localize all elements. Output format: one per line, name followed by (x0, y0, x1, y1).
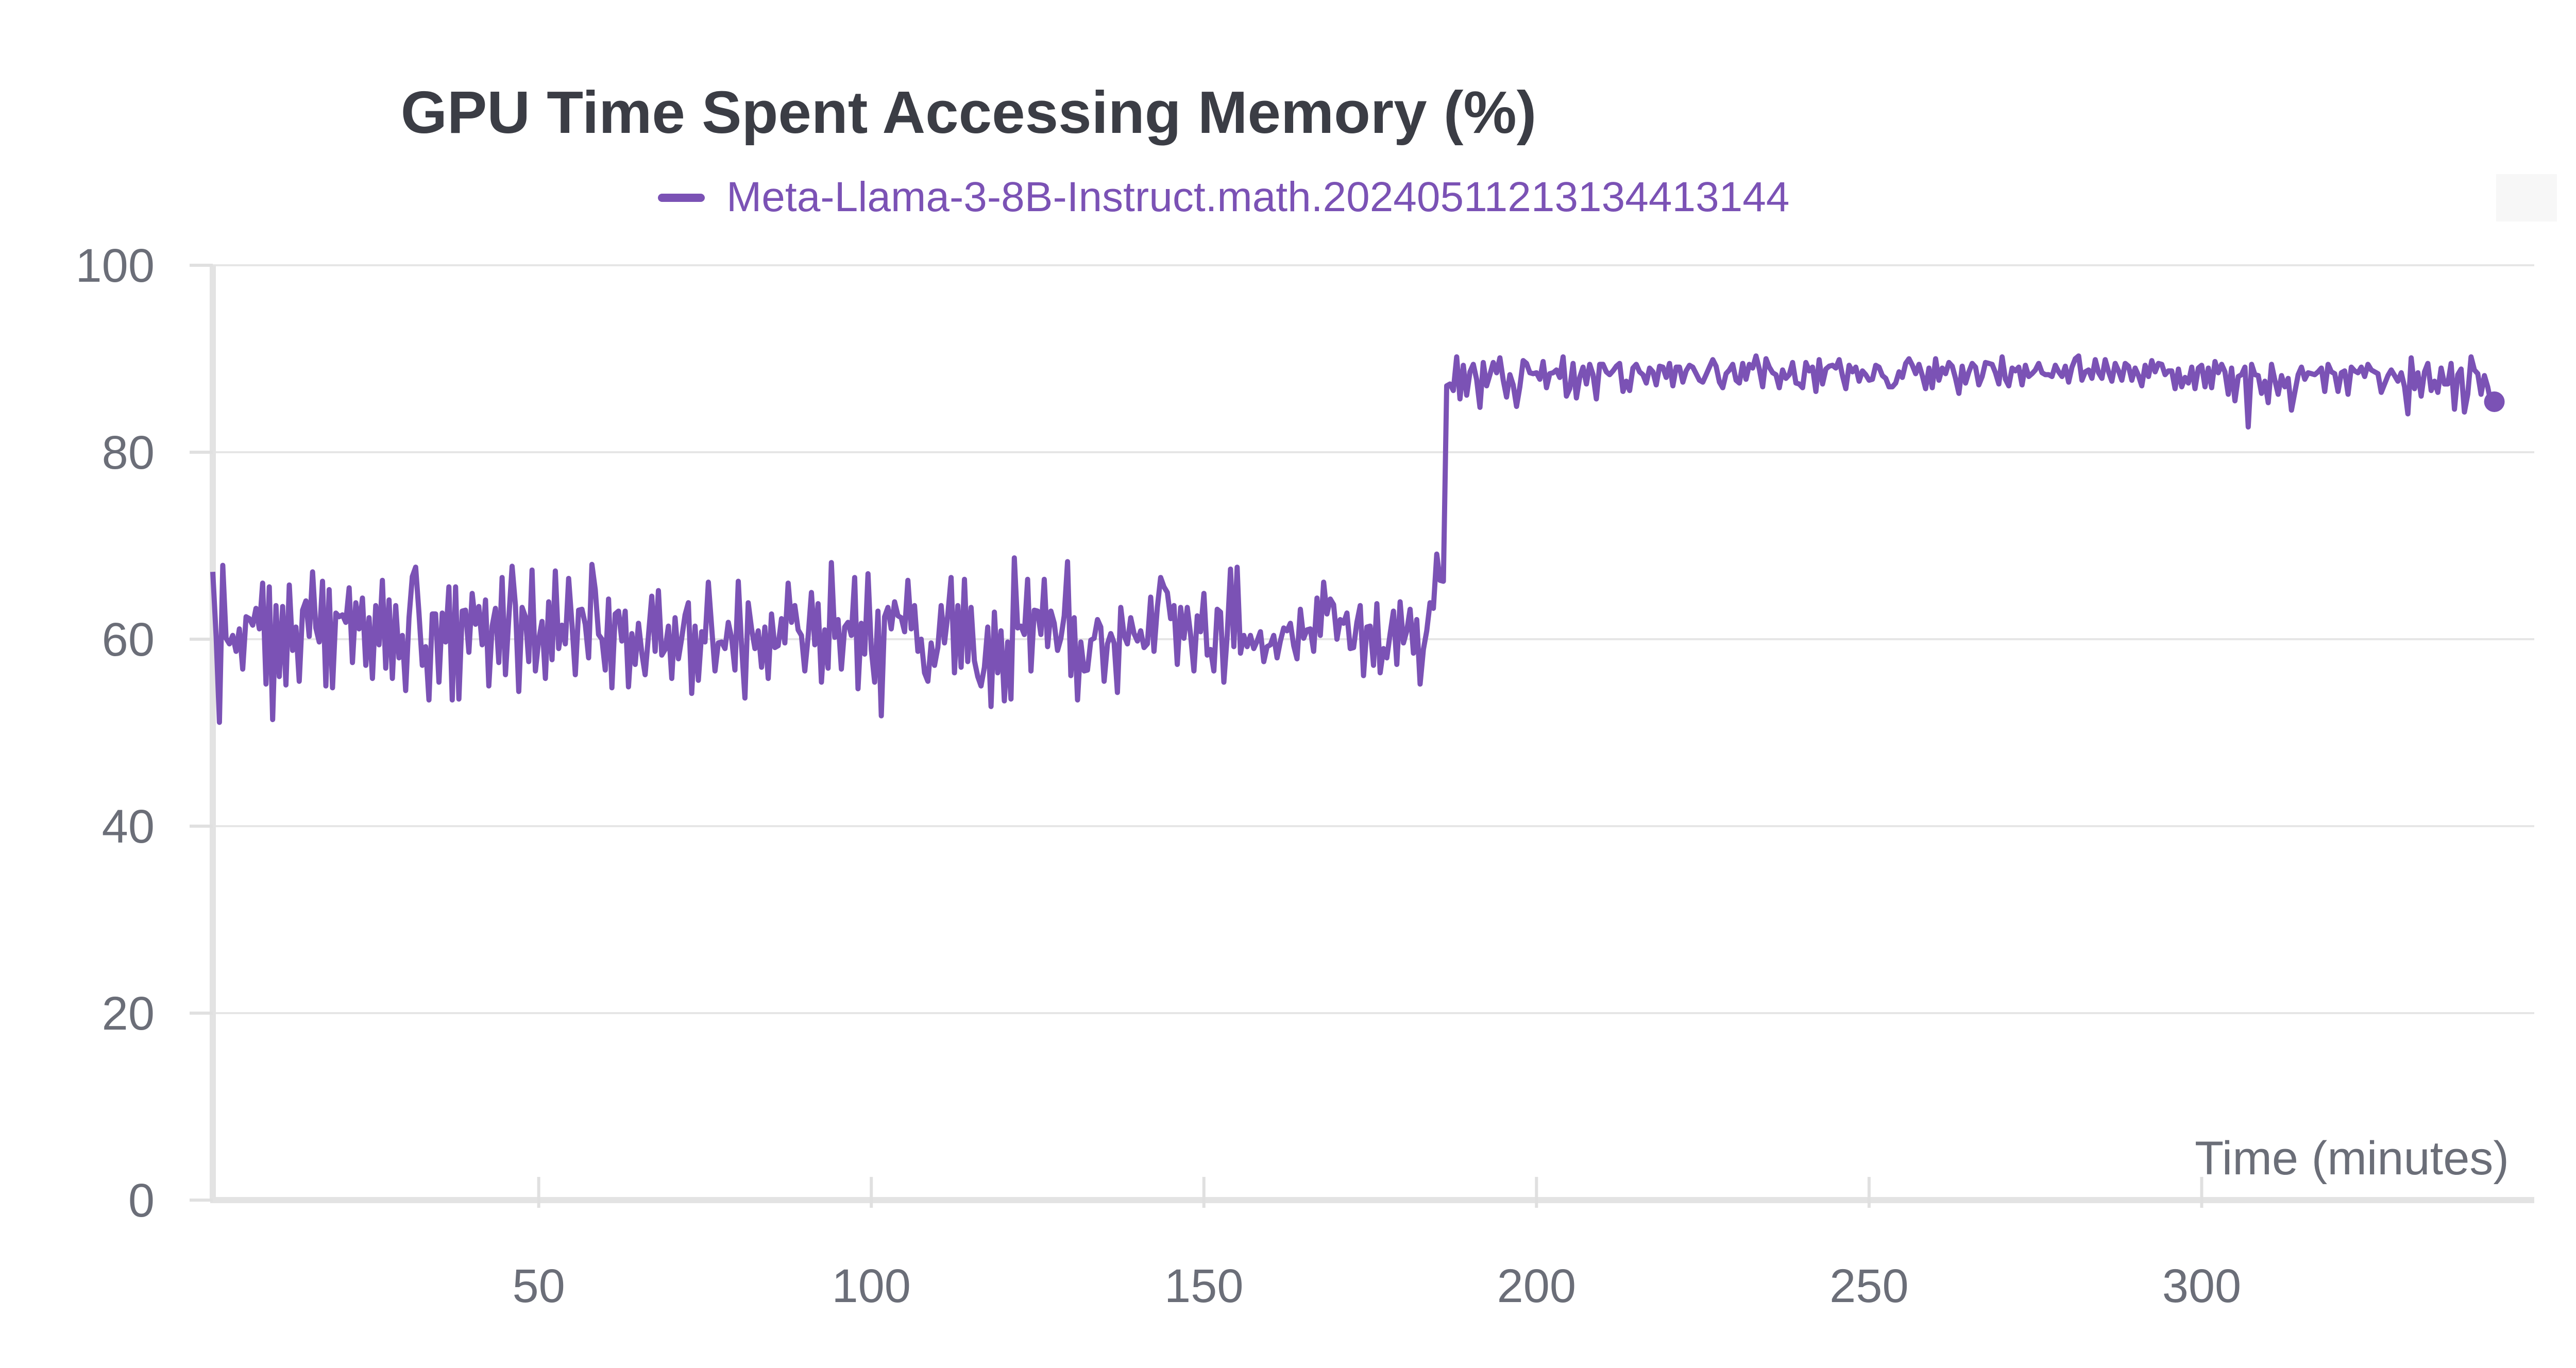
series-line (210, 353, 2496, 725)
corner-box (2496, 174, 2557, 221)
y-tick-label: 80 (102, 426, 155, 479)
x-tick-label: 100 (832, 1260, 911, 1312)
series-layer (210, 353, 2505, 725)
y-tick-label: 20 (102, 987, 155, 1040)
x-axis-label: Time (minutes) (2195, 1132, 2509, 1185)
series-end-point (2484, 391, 2505, 412)
y-ticks: 0 20 40 60 80 100 (76, 240, 213, 1227)
y-tick-label: 0 (128, 1174, 155, 1227)
x-ticks: 50 100 150 200 250 300 (512, 1177, 2241, 1312)
x-tick-label: 50 (512, 1260, 565, 1312)
x-tick-label: 200 (1497, 1260, 1577, 1312)
x-tick-label: 250 (1829, 1260, 1909, 1312)
chart-title: GPU Time Spent Accessing Memory (%) (401, 79, 1537, 146)
legend-label: Meta-Llama-3-8B-Instruct.math.2024051121… (726, 174, 1790, 220)
y-tick-label: 100 (76, 240, 155, 292)
x-tick-label: 300 (2162, 1260, 2242, 1312)
legend: Meta-Llama-3-8B-Instruct.math.2024051121… (658, 174, 1790, 220)
y-tick-label: 60 (102, 613, 155, 666)
x-tick-label: 150 (1164, 1260, 1244, 1312)
y-tick-label: 40 (102, 800, 155, 853)
